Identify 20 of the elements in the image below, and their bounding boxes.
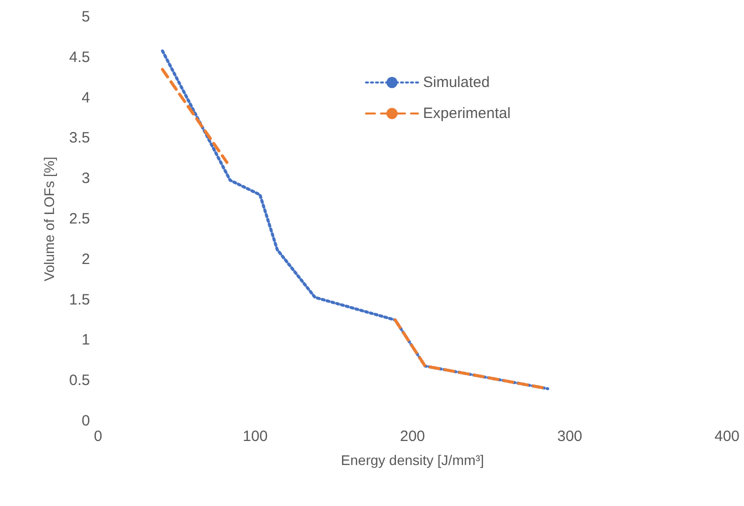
x-tick-label: 400 xyxy=(714,428,740,445)
x-tick-label: 0 xyxy=(94,428,102,445)
legend-label: Simulated xyxy=(423,74,490,91)
y-tick-label: 3.5 xyxy=(69,130,90,147)
x-axis-title: Energy density [J/mm³] xyxy=(340,452,484,468)
y-tick-label: 2.5 xyxy=(69,210,90,228)
y-tick-label: 1.5 xyxy=(69,291,90,308)
y-tick-label: 4.5 xyxy=(69,48,90,66)
x-tick-label: 300 xyxy=(557,428,582,445)
y-tick-label: 0.5 xyxy=(69,372,90,390)
y-tick-label: 1 xyxy=(82,332,90,349)
y-tick-label: 4 xyxy=(82,89,90,106)
x-tick-label: 100 xyxy=(242,428,268,445)
legend-label: Experimental xyxy=(423,105,511,122)
y-tick-label: 5 xyxy=(82,8,90,26)
y-tick-label: 0 xyxy=(82,412,90,430)
x-tick-label: 200 xyxy=(400,428,426,445)
y-axis-title: Volume of LOFs [%] xyxy=(41,156,57,282)
y-tick-label: 2 xyxy=(82,250,90,268)
y-tick-label: 3 xyxy=(82,170,90,188)
